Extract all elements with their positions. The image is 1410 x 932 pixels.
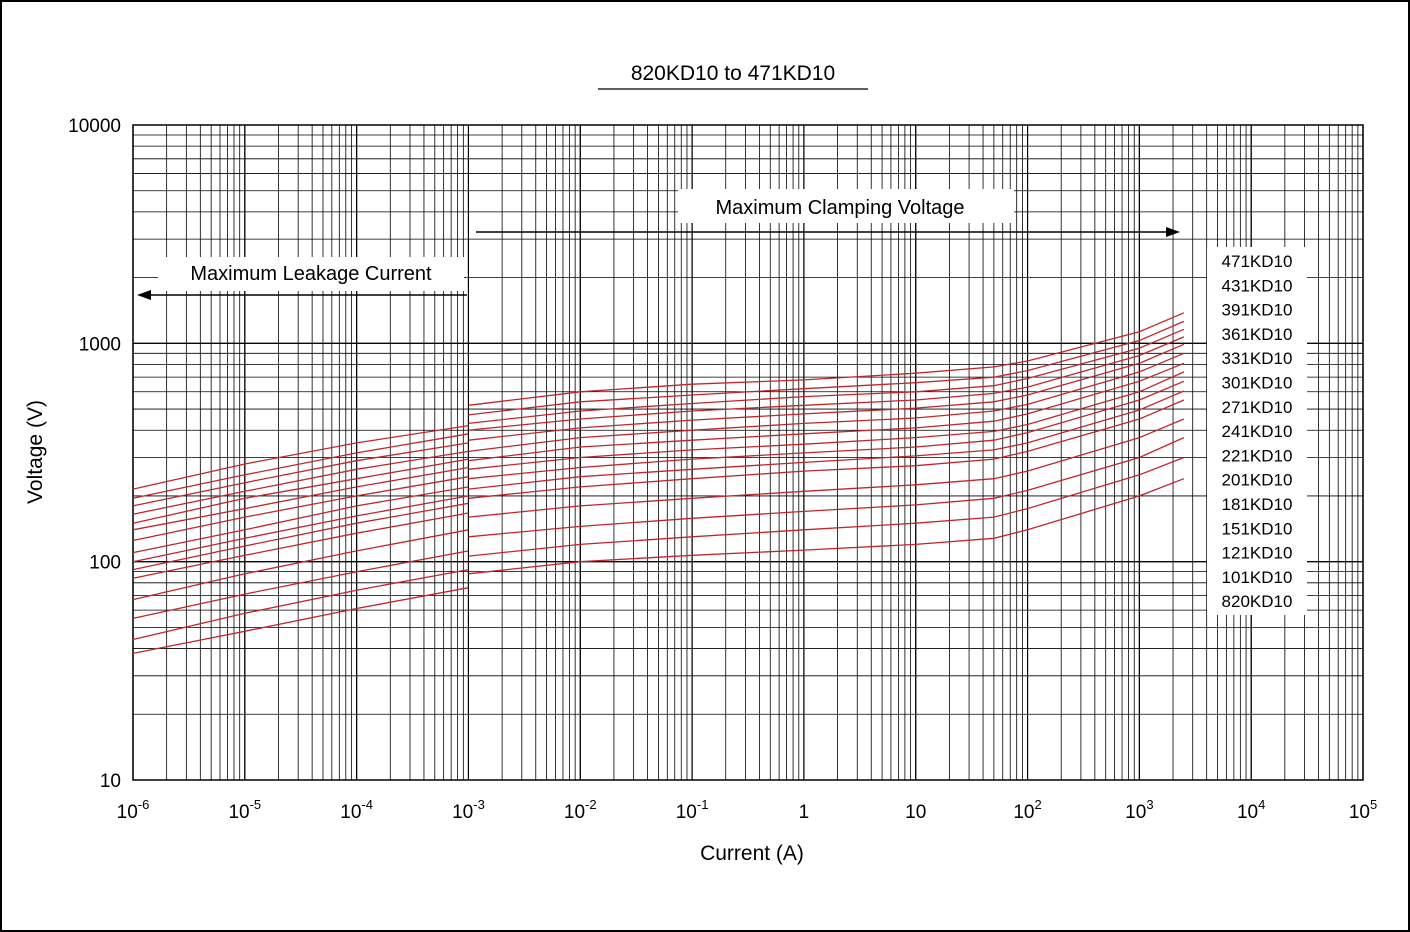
series-line-leakage-471KD10 xyxy=(132,424,469,490)
legend-entry-471KD10: 471KD10 xyxy=(1222,252,1293,271)
series-line-clamping-101KD10 xyxy=(468,456,1185,557)
legend-entry-241KD10: 241KD10 xyxy=(1222,422,1293,441)
leakage-arrow-head xyxy=(137,290,151,300)
legend-bg xyxy=(1207,247,1307,615)
clamping-annotation-bg xyxy=(678,189,1014,223)
x-tick-label: 104 xyxy=(1237,797,1265,823)
x-tick-label: 10-1 xyxy=(676,797,709,823)
series-line-leakage-151KD10 xyxy=(132,529,469,601)
series-line-clamping-151KD10 xyxy=(468,418,1185,518)
series-line-leakage-361KD10 xyxy=(132,450,469,515)
series-line-leakage-331KD10 xyxy=(132,458,469,524)
legend-entry-331KD10: 331KD10 xyxy=(1222,349,1293,368)
legend-entry-391KD10: 391KD10 xyxy=(1222,301,1293,320)
x-tick-label: 105 xyxy=(1349,797,1377,823)
series-line-clamping-271KD10 xyxy=(468,362,1185,462)
series-line-leakage-121KD10 xyxy=(132,550,469,620)
chart-title: 820KD10 to 471KD10 xyxy=(631,62,835,85)
x-tick-label: 10-2 xyxy=(564,797,597,823)
series-line-clamping-391KD10 xyxy=(468,328,1185,425)
x-axis-label: Current (A) xyxy=(700,842,804,865)
series-line-leakage-181KD10 xyxy=(132,512,469,579)
legend-entry-820KD10: 820KD10 xyxy=(1222,592,1293,611)
legend-entry-181KD10: 181KD10 xyxy=(1222,495,1293,514)
series-line-clamping-471KD10 xyxy=(468,312,1185,406)
clamping-annotation: Maximum Clamping Voltage xyxy=(716,197,965,219)
legend-entry-271KD10: 271KD10 xyxy=(1222,398,1293,417)
legend-entry-201KD10: 201KD10 xyxy=(1222,471,1293,490)
legend-entry-101KD10: 101KD10 xyxy=(1222,568,1293,587)
x-tick-label: 10-5 xyxy=(228,797,261,823)
series-line-leakage-201KD10 xyxy=(132,502,469,571)
series-line-clamping-201KD10 xyxy=(468,390,1185,490)
series-line-clamping-331KD10 xyxy=(468,343,1185,441)
y-tick-label: 10000 xyxy=(68,116,121,137)
y-axis-label: Voltage (V) xyxy=(24,400,47,504)
series-line-clamping-181KD10 xyxy=(468,399,1185,499)
x-tick-label: 10 xyxy=(905,802,926,823)
leakage-annotation: Maximum Leakage Current xyxy=(190,263,432,285)
y-tick-label: 100 xyxy=(89,553,121,574)
series-line-leakage-271KD10 xyxy=(132,476,469,542)
series-line-leakage-301KD10 xyxy=(132,466,469,531)
leakage-annotation-bg xyxy=(158,257,464,291)
series-line-clamping-361KD10 xyxy=(468,336,1185,431)
x-tick-label: 10-3 xyxy=(452,797,485,823)
series-line-clamping-820KD10 xyxy=(468,478,1185,575)
y-tick-label: 1000 xyxy=(79,334,121,355)
minor-grid xyxy=(133,125,1363,780)
legend: 471KD10 431KD10 391KD10 361KD10 331KD10 301KD… xyxy=(1222,252,1293,611)
plot-area-border xyxy=(132,124,1364,781)
legend-entry-221KD10: 221KD10 xyxy=(1222,446,1293,465)
legend-entry-301KD10: 301KD10 xyxy=(1222,374,1293,393)
x-tick-label: 103 xyxy=(1125,797,1153,823)
legend-entry-361KD10: 361KD10 xyxy=(1222,325,1293,344)
x-tick-label: 10-4 xyxy=(340,797,373,823)
major-grid xyxy=(132,124,1364,781)
series-line-clamping-221KD10 xyxy=(468,380,1185,480)
x-tick-label: 1 xyxy=(799,802,810,823)
series-line-clamping-301KD10 xyxy=(468,352,1185,453)
series-line-leakage-221KD10 xyxy=(132,495,469,563)
y-tick-labels: 10 100 1000 10000 xyxy=(68,116,121,792)
series-line-leakage-241KD10 xyxy=(132,486,469,554)
x-tick-labels: 10-6 10-5 10-4 10-3 10-2 10-1 1 10 102 103 104 105 xyxy=(117,797,1378,823)
legend-entry-431KD10: 431KD10 xyxy=(1222,276,1293,295)
clamping-arrow-head xyxy=(1166,227,1180,237)
series-line-clamping-241KD10 xyxy=(468,371,1185,470)
y-tick-label: 10 xyxy=(100,771,121,792)
series-line-leakage-820KD10 xyxy=(132,587,469,655)
x-tick-label: 10-6 xyxy=(117,797,150,823)
series-line-leakage-391KD10 xyxy=(132,442,469,507)
legend-entry-151KD10: 151KD10 xyxy=(1222,519,1293,538)
series-line-leakage-101KD10 xyxy=(132,568,469,641)
series-lines xyxy=(132,312,1185,655)
series-line-leakage-431KD10 xyxy=(132,433,469,499)
legend-entry-121KD10: 121KD10 xyxy=(1222,544,1293,563)
series-line-clamping-431KD10 xyxy=(468,320,1185,416)
x-tick-label: 102 xyxy=(1013,797,1041,823)
series-line-clamping-121KD10 xyxy=(468,437,1185,538)
